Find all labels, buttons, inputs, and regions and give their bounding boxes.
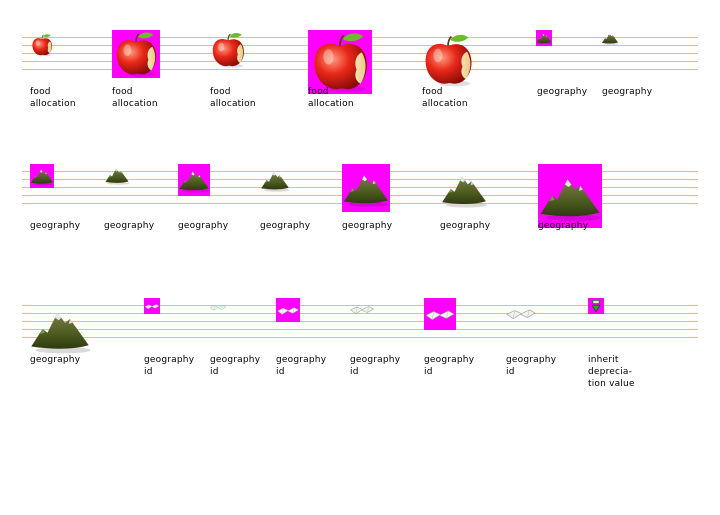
item-label: geography id xyxy=(276,355,327,377)
inherit-arrow-icon xyxy=(588,298,604,314)
item-label: geography xyxy=(30,221,81,231)
item-label: geography xyxy=(178,221,229,231)
mountain-icon xyxy=(536,30,552,46)
item-label: geography id xyxy=(144,355,195,377)
item-label: geography xyxy=(538,221,589,231)
mountain-icon xyxy=(601,30,619,44)
apple-icon xyxy=(209,30,247,70)
apple-icon xyxy=(308,30,372,94)
mountain-icon xyxy=(28,304,92,354)
item-label: geography xyxy=(440,221,491,231)
item-label: geography id xyxy=(424,355,475,377)
rule-line xyxy=(22,329,698,330)
map-icon xyxy=(349,300,375,318)
mountain-icon xyxy=(178,164,210,196)
map-icon xyxy=(144,298,160,314)
map-icon xyxy=(276,298,300,322)
map-icon xyxy=(424,298,456,330)
item-label: geography id xyxy=(506,355,557,377)
apple-icon xyxy=(420,32,476,88)
item-label: geography xyxy=(537,87,588,97)
item-label: geography xyxy=(30,355,81,365)
item-label: food allocation xyxy=(112,87,158,109)
rule-line xyxy=(22,313,698,314)
item-label: geography xyxy=(342,221,393,231)
item-label: geography xyxy=(602,87,653,97)
rule-line xyxy=(22,337,698,338)
item-label: food allocation xyxy=(422,87,468,109)
mountain-icon xyxy=(440,170,488,208)
map-icon xyxy=(505,302,537,324)
item-label: geography id xyxy=(350,355,401,377)
mountain-icon xyxy=(30,164,54,188)
item-label: geography xyxy=(260,221,311,231)
item-label: geography xyxy=(104,221,155,231)
rule-line xyxy=(22,305,698,306)
apple-icon xyxy=(30,33,54,57)
mountain-icon xyxy=(260,168,290,192)
item-label: food allocation xyxy=(308,87,354,109)
rule-line xyxy=(22,321,698,322)
mountain-icon xyxy=(538,164,602,228)
item-label: food allocation xyxy=(30,87,76,109)
item-label: geography id xyxy=(210,355,261,377)
item-label: food allocation xyxy=(210,87,256,109)
apple-icon xyxy=(112,30,160,78)
item-label: inherit deprecia-tion value xyxy=(588,355,635,389)
mountain-icon xyxy=(342,164,390,212)
mountain-icon xyxy=(104,165,130,185)
map-icon xyxy=(209,298,227,310)
